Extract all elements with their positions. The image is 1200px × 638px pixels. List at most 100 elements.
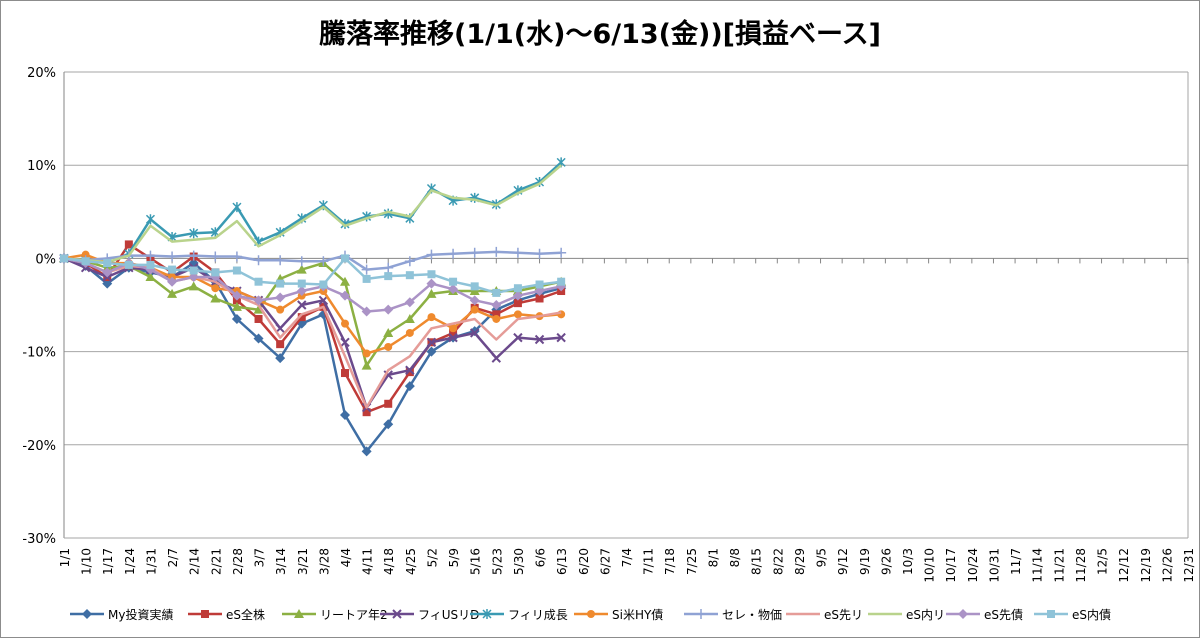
data-point xyxy=(103,259,112,268)
data-point xyxy=(145,272,156,282)
x-tick-label: 3/28 xyxy=(317,548,331,575)
data-point xyxy=(426,346,437,357)
data-point xyxy=(426,249,437,260)
data-point xyxy=(81,250,90,259)
x-tick-label: 11/7 xyxy=(1009,548,1023,575)
data-point xyxy=(469,328,480,338)
x-tick-label: 1/24 xyxy=(123,548,137,575)
legend-entry: eS先債 xyxy=(946,607,1023,622)
x-tick-label: 5/16 xyxy=(469,548,483,575)
data-point xyxy=(276,279,285,288)
data-point xyxy=(167,251,178,262)
data-point xyxy=(296,256,307,267)
data-point xyxy=(534,248,545,259)
x-tick-label: 10/24 xyxy=(966,548,980,583)
x-tick-label: 7/11 xyxy=(642,548,656,575)
x-tick-label: 3/7 xyxy=(253,548,267,567)
y-tick-label: 10% xyxy=(27,159,56,174)
legend-entry: eS内リ xyxy=(868,608,945,622)
chart-title: 騰落率推移(1/1(水)～6/13(金))[損益ベース] xyxy=(318,19,882,50)
legend: My投資実績 eS全株 リートア年2 フィUSリD フィリ成長 Si米HY債 セレ・物価 eS… xyxy=(70,607,1111,622)
data-point xyxy=(404,297,415,308)
data-point xyxy=(275,353,286,364)
x-tick-label: 11/28 xyxy=(1074,548,1088,583)
data-point xyxy=(275,292,286,303)
data-point xyxy=(556,332,566,343)
x-tick-label: 2/28 xyxy=(231,548,245,575)
data-point xyxy=(275,323,285,334)
x-tick-label: 8/22 xyxy=(771,548,785,575)
data-point xyxy=(470,305,479,314)
x-tick-label: 6/13 xyxy=(555,548,569,575)
data-point xyxy=(384,399,393,408)
legend-label: eS先リ xyxy=(824,608,863,622)
data-point xyxy=(276,340,285,349)
x-tick-label: 12/19 xyxy=(1139,548,1153,583)
data-point xyxy=(361,360,372,370)
x-tick-label: 1/17 xyxy=(101,548,115,575)
data-point xyxy=(361,306,372,317)
data-point xyxy=(318,295,329,306)
x-tick-label: 4/11 xyxy=(361,548,375,575)
x-tick-label: 7/25 xyxy=(685,548,699,575)
x-tick-label: 6/27 xyxy=(598,548,612,575)
x-tick-label: 3/14 xyxy=(274,548,288,575)
x-tick-label: 12/12 xyxy=(1117,548,1131,583)
legend-marker xyxy=(696,609,706,619)
legend-marker xyxy=(392,609,402,619)
data-point xyxy=(124,260,133,269)
x-tick-label: 6/20 xyxy=(577,548,591,575)
data-point xyxy=(340,409,350,420)
data-point xyxy=(340,337,350,347)
x-tick-label: 12/31 xyxy=(1182,548,1196,583)
data-point xyxy=(254,314,263,323)
axis-layer: 20% 10% 0% -10% -20% -30%1/1 1/10 1/17 1/24 1/31 2… xyxy=(22,66,1196,583)
data-point xyxy=(492,310,501,319)
data-point xyxy=(253,255,264,266)
legend-marker xyxy=(587,610,595,618)
data-point xyxy=(231,290,242,301)
data-point xyxy=(448,284,459,295)
x-tick-label: 5/2 xyxy=(425,548,439,567)
legend-entry: eS先リ xyxy=(786,608,863,622)
x-tick-label: 4/4 xyxy=(339,548,353,567)
data-point xyxy=(276,305,285,314)
data-point xyxy=(231,301,242,311)
legend-marker xyxy=(482,609,492,619)
data-point xyxy=(513,332,523,343)
data-point xyxy=(449,328,458,337)
data-point xyxy=(60,254,68,263)
x-tick-label: 4/18 xyxy=(382,548,396,575)
data-point xyxy=(512,247,523,258)
y-tick-label: -30% xyxy=(22,532,56,547)
legend-marker xyxy=(958,609,968,619)
legend-marker xyxy=(201,610,209,618)
data-point xyxy=(535,294,544,303)
data-point xyxy=(557,277,566,286)
data-point xyxy=(168,265,177,274)
data-point xyxy=(362,408,371,417)
data-point xyxy=(426,337,437,347)
x-tick-label: 7/18 xyxy=(663,548,677,575)
data-point xyxy=(426,288,437,298)
legend-entry: Si米HY債 xyxy=(574,607,663,622)
data-point xyxy=(297,313,306,322)
data-point xyxy=(404,381,415,392)
data-point xyxy=(211,284,220,293)
data-point xyxy=(231,313,242,324)
data-point xyxy=(405,271,414,280)
legend-entry: セレ・物価 xyxy=(684,608,782,622)
x-tick-label: 2/7 xyxy=(166,548,180,567)
data-point xyxy=(189,228,199,239)
data-point xyxy=(383,419,394,430)
x-tick-label: 10/17 xyxy=(944,548,958,583)
x-tick-label: 1/1 xyxy=(58,548,72,567)
data-point xyxy=(535,280,544,289)
data-point xyxy=(146,260,155,269)
x-tick-label: 10/10 xyxy=(923,548,937,583)
legend-label: My投資実績 xyxy=(108,607,173,622)
x-tick-label: 4/25 xyxy=(404,548,418,575)
x-tick-label: 8/1 xyxy=(706,548,720,567)
legend-entry: フィリ成長 xyxy=(470,608,568,622)
legend-entry: リートア年2 xyxy=(282,608,388,622)
